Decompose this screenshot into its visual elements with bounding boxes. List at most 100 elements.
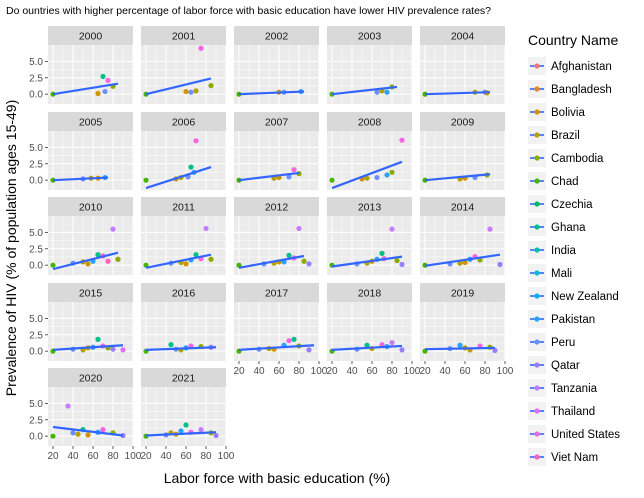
facet-strip <box>327 112 412 131</box>
facet-strip-label: 2005 <box>79 117 103 129</box>
x-tick-label: 40 <box>253 366 265 377</box>
data-point-qatar <box>306 347 312 353</box>
facet-strip-label: 2013 <box>358 202 382 214</box>
facet-panel-2000: 2000 0.0 2.5 5.0 <box>29 26 134 104</box>
legend-label: Peru <box>551 337 575 349</box>
legend-label: Viet Nam <box>551 452 598 464</box>
legend-key-point <box>534 201 540 207</box>
legend-key-point <box>534 63 540 69</box>
facet-strip <box>234 197 319 216</box>
legend-label: Chad <box>551 176 579 188</box>
data-point-pakistan <box>457 342 463 348</box>
facet-panel-2017: 2017 20 40 60 80 100 <box>233 283 328 377</box>
facet-panel-2001: 2001 <box>141 26 227 104</box>
data-point-cambodia <box>301 258 307 264</box>
legend-key-point <box>534 155 540 161</box>
facet-strip <box>420 26 505 45</box>
x-tick-label: 100 <box>404 366 421 377</box>
legend-key-point <box>534 431 540 437</box>
trend-line <box>145 253 212 269</box>
data-point-chad <box>143 177 149 183</box>
trend-line <box>331 160 403 190</box>
trend-line <box>52 251 119 271</box>
data-point-qatar <box>399 347 405 353</box>
facet-plot-area <box>48 45 133 104</box>
legend-key-point <box>534 132 540 138</box>
legend: Country Name Afghanistan Bangladesh Bolivi… <box>528 32 620 466</box>
data-point-ghana <box>286 252 292 258</box>
data-point-viet-nam <box>105 258 111 264</box>
facet-strip <box>420 112 505 131</box>
data-point-tanzania <box>198 427 204 433</box>
trend-line <box>238 254 305 269</box>
facet-panel-2011: 2011 <box>141 197 227 275</box>
data-point-pakistan <box>384 89 390 95</box>
data-point-ghana <box>291 336 297 342</box>
facet-strip <box>48 197 133 216</box>
facet-strip <box>48 26 133 45</box>
data-point-united-states <box>399 137 405 143</box>
data-point-brazil <box>75 431 81 437</box>
facet-strip-label: 2010 <box>79 202 103 214</box>
facet-strip-label: 2014 <box>451 202 475 214</box>
facet-plot-area <box>234 45 319 104</box>
facet-strip <box>141 197 226 216</box>
facet-plot-area <box>420 45 505 104</box>
trend-line <box>145 77 212 96</box>
legend-label: Ghana <box>551 222 586 234</box>
data-point-bolivia <box>85 261 91 267</box>
legend-item-afghanistan: Afghanistan <box>528 57 612 75</box>
data-point-qatar <box>492 347 498 354</box>
x-tick-label: 20 <box>326 366 338 377</box>
data-point-chad <box>50 433 56 439</box>
facet-strip-label: 2004 <box>451 31 475 43</box>
legend-item-pakistan: Pakistan <box>528 310 595 328</box>
facet-panel-2021: 2021 20 40 60 80 100 <box>140 368 235 462</box>
data-point-thailand <box>120 347 126 353</box>
data-point-qatar <box>110 346 116 352</box>
facet-strip-label: 2009 <box>451 117 475 129</box>
facet-strip-label: 2007 <box>265 117 289 129</box>
data-point-tanzania <box>65 403 71 409</box>
facet-plot-area <box>141 302 226 361</box>
facet-panels: 2000 0.0 2.5 5.0 2001 2002 2003 2004 2005 0.0 2.5 5… <box>29 26 514 462</box>
legend-label: Qatar <box>551 360 580 372</box>
facet-panel-2014: 2014 <box>420 197 506 275</box>
facet-panel-2019: 2019 20 40 60 80 100 <box>419 283 514 377</box>
data-point-united-states <box>198 45 204 51</box>
data-point-united-states <box>286 338 292 344</box>
facet-strip-label: 2018 <box>358 288 382 300</box>
facet-strip <box>420 283 505 302</box>
data-point-cambodia <box>389 169 395 175</box>
legend-item-czechia: Czechia <box>528 195 593 213</box>
x-tick-label: 60 <box>273 366 285 377</box>
y-tick-label: 0.0 <box>29 347 43 358</box>
legend-item-qatar: Qatar <box>528 356 580 374</box>
facet-panel-2005: 2005 0.0 2.5 5.0 <box>29 112 134 190</box>
data-point-tanzania <box>389 340 395 346</box>
data-point-peru <box>286 174 292 180</box>
y-tick-label: 5.0 <box>29 314 43 325</box>
legend-label: Tanzania <box>551 383 598 395</box>
data-point-peru <box>374 174 380 181</box>
facet-strip-label: 2016 <box>172 288 196 300</box>
facet-plot-area <box>141 387 226 446</box>
facet-plot-area <box>141 131 226 190</box>
x-tick-label: 20 <box>47 451 59 462</box>
x-tick-label: 40 <box>160 451 172 462</box>
legend-label: Bolivia <box>551 107 585 119</box>
y-tick-label: 5.0 <box>29 143 43 154</box>
data-point-ghana <box>364 342 370 348</box>
x-tick-label: 60 <box>87 451 99 462</box>
facet-strip <box>234 112 319 131</box>
data-point-cambodia <box>208 256 214 262</box>
data-point-cambodia <box>208 83 214 89</box>
legend-label: Mali <box>551 268 572 280</box>
facet-plot-area <box>234 302 319 361</box>
data-point-united-states <box>100 427 106 433</box>
x-tick-label: 60 <box>180 451 192 462</box>
y-tick-label: 5.0 <box>29 57 43 68</box>
legend-key-point <box>534 178 540 184</box>
facet-panel-2013: 2013 <box>327 197 413 275</box>
facet-plot-area <box>48 302 133 361</box>
